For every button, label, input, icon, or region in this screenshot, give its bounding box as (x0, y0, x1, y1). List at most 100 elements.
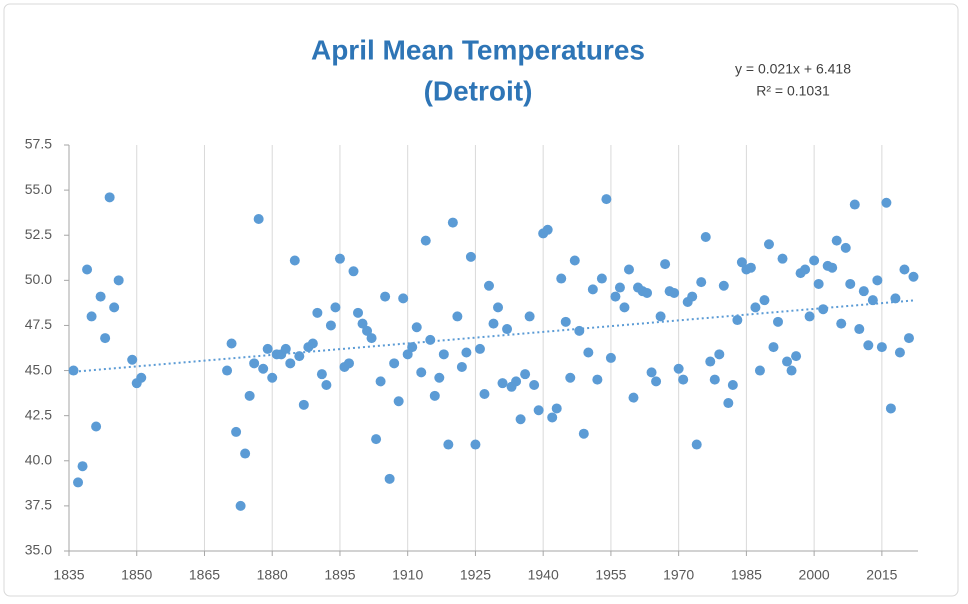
data-point (881, 197, 892, 208)
data-point (782, 356, 793, 367)
data-point (809, 255, 820, 266)
data-point (614, 282, 625, 293)
data-point (750, 302, 761, 313)
data-point (95, 291, 106, 302)
data-point (542, 224, 553, 235)
data-point (325, 320, 336, 331)
data-point (452, 311, 463, 322)
data-point (718, 280, 729, 291)
x-tick-label: 1880 (257, 567, 288, 583)
data-point (651, 376, 662, 387)
data-point (673, 363, 684, 374)
data-point (316, 369, 327, 380)
data-point (249, 358, 260, 369)
data-point (587, 284, 598, 295)
data-point (420, 235, 431, 246)
x-tick-label: 1925 (460, 567, 491, 583)
data-point (836, 318, 847, 329)
data-point (231, 426, 242, 437)
data-point (533, 405, 544, 416)
chart-title: (Detroit) (424, 75, 533, 106)
data-point (745, 262, 756, 273)
data-point (691, 439, 702, 450)
data-point (845, 278, 856, 289)
data-point (804, 311, 815, 322)
x-tick-label: 1895 (324, 567, 355, 583)
data-point (104, 192, 115, 203)
data-point (438, 349, 449, 360)
data-point (899, 264, 910, 275)
data-point (529, 379, 540, 390)
data-point (583, 347, 594, 358)
data-point (371, 434, 382, 445)
data-point (307, 338, 318, 349)
data-point (727, 379, 738, 390)
x-tick-label: 1985 (731, 567, 762, 583)
data-point (786, 365, 797, 376)
data-point (827, 262, 838, 273)
data-point (623, 264, 634, 275)
data-point (903, 333, 914, 344)
data-point (222, 365, 233, 376)
data-point (389, 358, 400, 369)
data-point (655, 311, 666, 322)
data-point (470, 439, 481, 450)
data-point (258, 363, 269, 374)
data-point (574, 325, 585, 336)
data-point (849, 199, 860, 210)
data-point (569, 255, 580, 266)
data-point (515, 414, 526, 425)
data-point (362, 325, 373, 336)
data-point (890, 293, 901, 304)
data-point (547, 412, 558, 423)
y-tick-label: 40.0 (25, 451, 52, 467)
data-point (425, 334, 436, 345)
data-point (736, 257, 747, 268)
data-point (434, 372, 445, 383)
data-point (524, 311, 535, 322)
data-point (262, 343, 273, 354)
data-point (502, 324, 513, 335)
data-point (334, 253, 345, 264)
data-point (100, 333, 111, 344)
x-tick-label: 1970 (663, 567, 694, 583)
data-point (601, 194, 612, 205)
x-tick-label: 1850 (121, 567, 152, 583)
data-point (402, 349, 413, 360)
data-point (619, 302, 630, 313)
data-point (289, 255, 300, 266)
data-point (416, 367, 427, 378)
y-tick-label: 55.0 (25, 181, 52, 197)
data-point (565, 372, 576, 383)
data-point (885, 403, 896, 414)
data-point (732, 315, 743, 326)
data-point (244, 390, 255, 401)
data-point (474, 343, 485, 354)
data-point (384, 473, 395, 484)
data-point (429, 390, 440, 401)
data-point (294, 351, 305, 362)
x-tick-label: 1910 (392, 567, 423, 583)
data-point (357, 318, 368, 329)
data-point (285, 358, 296, 369)
data-point (447, 217, 458, 228)
data-point (82, 264, 93, 275)
data-point (321, 379, 332, 390)
data-point (280, 343, 291, 354)
data-point (393, 396, 404, 407)
data-point (818, 304, 829, 315)
data-point (560, 316, 571, 327)
data-point (511, 376, 522, 387)
data-point (840, 242, 851, 253)
data-point (375, 376, 386, 387)
data-point (488, 318, 499, 329)
data-point (520, 369, 531, 380)
data-point (68, 365, 79, 376)
data-point (113, 275, 124, 286)
data-point (493, 302, 504, 313)
data-point (343, 358, 354, 369)
data-point (791, 351, 802, 362)
data-point (908, 271, 919, 282)
data-point (763, 239, 774, 250)
